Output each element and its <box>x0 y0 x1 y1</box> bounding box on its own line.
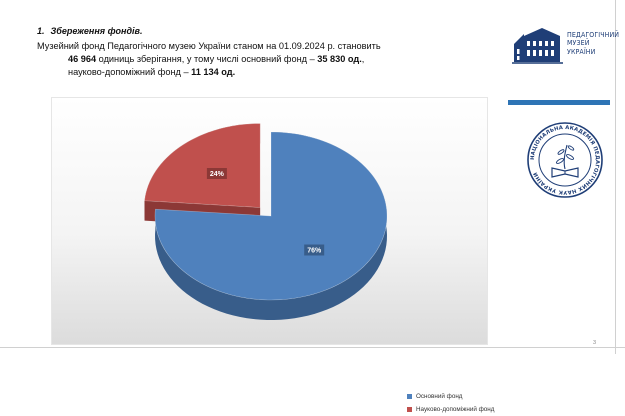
seal-ring-text: НАЦІОНАЛЬНА АКАДЕМІЯ ПЕДАГОГІЧНИХ НАУК У… <box>530 125 600 195</box>
pie-label-main: 76% <box>307 248 322 255</box>
museum-logo: ПЕДАГОГІЧНИЙ МУЗЕЙ УКРАЇНИ <box>511 26 621 72</box>
description-line-3-pre: науково-допоміжний фонд – <box>68 67 192 77</box>
pie-slice-main <box>154 131 388 301</box>
pie-top-layer <box>144 123 388 301</box>
legend-label-main: Основний фонд <box>416 393 463 400</box>
aux-fund-units: 11 134 од. <box>191 67 236 77</box>
main-fund-units: 35 830 од. <box>317 54 362 64</box>
description-line-3: науково-допоміжний фонд – 11 134 од. <box>37 66 497 79</box>
description-line-2: 46 964 одиниць зберігання, у тому числі … <box>37 53 497 66</box>
description-line-2-mid: одиниць зберігання, у тому числі основни… <box>96 54 318 64</box>
legend-label-aux: Науково-допоміжний фонд <box>416 406 495 413</box>
svg-text:НАЦІОНАЛЬНА АКАДЕМІЯ ПЕДАГОГІЧ: НАЦІОНАЛЬНА АКАДЕМІЯ ПЕДАГОГІЧНИХ НАУК У… <box>530 125 600 195</box>
museum-name-line-2: МУЗЕЙ <box>567 39 590 48</box>
museum-name-line-3: УКРАЇНИ <box>567 47 596 56</box>
museum-name: ПЕДАГОГІЧНИЙ МУЗЕЙ УКРАЇНИ <box>567 31 619 56</box>
fund-description: Музейний фонд Педагогічного музею Україн… <box>37 40 497 79</box>
chart-legend: Основний фонд Науково-допоміжний фонд <box>407 390 494 416</box>
fund-pie-chart: 76% 24% Основний фонд Науково-допоміжний … <box>51 97 494 413</box>
legend-item-aux: Науково-допоміжний фонд <box>407 403 494 416</box>
accent-bar <box>508 100 610 105</box>
academy-seal-icon: НАЦІОНАЛЬНА АКАДЕМІЯ ПЕДАГОГІЧНИХ НАУК У… <box>527 122 603 198</box>
pie-label-aux: 24% <box>210 171 225 178</box>
pie-label-box-main <box>304 244 325 256</box>
heading-title: Збереження фондів. <box>50 26 143 36</box>
pie-slice-aux <box>144 123 261 208</box>
pie-label-box-aux <box>206 168 227 179</box>
heading-number: 1. <box>37 26 45 36</box>
description-line-1: Музейний фонд Педагогічного музею Україн… <box>37 41 381 51</box>
total-units: 46 964 <box>68 54 97 64</box>
frame-line-bottom <box>0 347 625 348</box>
pie-chart-svg: 76% 24% <box>144 123 388 320</box>
section-heading: 1. Збереження фондів. <box>37 26 142 36</box>
description-line-2-end: , <box>361 54 365 64</box>
legend-swatch-main <box>407 394 412 399</box>
museum-building-icon <box>512 28 563 64</box>
legend-item-main: Основний фонд <box>407 390 494 403</box>
page-number: 3 <box>593 340 597 346</box>
legend-swatch-aux <box>407 407 412 412</box>
pie-label-layer: 76% 24% <box>206 168 325 256</box>
frame-line-right <box>615 0 616 354</box>
museum-name-line-1: ПЕДАГОГІЧНИЙ <box>567 31 620 39</box>
